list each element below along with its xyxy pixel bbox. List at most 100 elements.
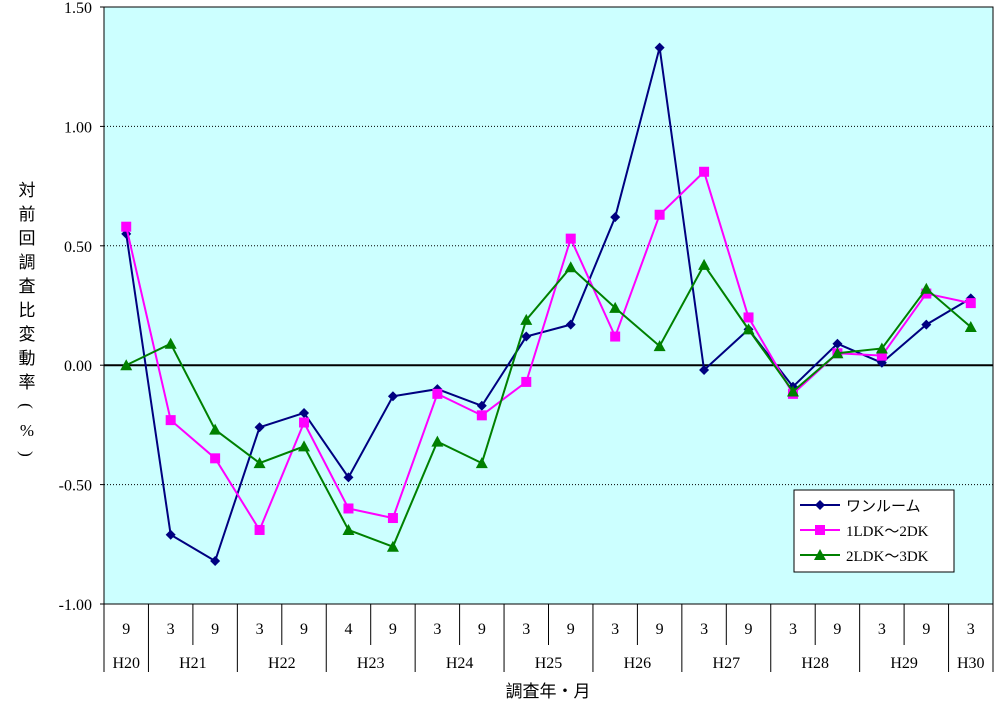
legend-swatch-marker [814, 549, 826, 560]
data-point [432, 388, 443, 399]
y-axis-label-char: 動 [19, 349, 36, 368]
data-point [298, 440, 311, 452]
x-tick-year: H20 [112, 655, 140, 672]
data-point [120, 359, 133, 371]
data-point [921, 319, 932, 330]
x-tick-month: 9 [211, 621, 219, 638]
data-point [831, 347, 844, 359]
x-tick-month: 9 [478, 621, 486, 638]
y-axis-label-char: 変 [19, 325, 36, 344]
x-axis-label: 調査年・月 [506, 682, 591, 701]
data-point [164, 337, 177, 349]
x-tick-month: 9 [656, 621, 664, 638]
x-tick-month: 3 [167, 621, 175, 638]
data-point [699, 364, 710, 375]
data-point [654, 42, 665, 53]
data-point [387, 391, 398, 402]
data-point [165, 529, 176, 540]
x-tick-month: 9 [567, 621, 575, 638]
data-point [521, 376, 532, 387]
x-tick-year: H29 [890, 655, 918, 672]
y-tick-label: -0.50 [59, 478, 92, 495]
data-point [299, 417, 310, 428]
x-tick-month: 9 [300, 621, 308, 638]
x-tick-month: 9 [922, 621, 930, 638]
legend-swatch-marker [815, 525, 825, 535]
x-tick-year: H26 [624, 655, 652, 672]
data-point [698, 258, 711, 270]
data-point [210, 453, 221, 464]
legend-label: 2LDK～3DK [846, 549, 929, 565]
data-point [253, 457, 266, 469]
data-point [209, 423, 222, 435]
data-point [476, 410, 487, 421]
data-point [475, 457, 488, 469]
data-point [742, 323, 755, 335]
y-tick-label: 1.50 [64, 0, 92, 17]
data-point [121, 221, 132, 232]
legend-label: 1LDK～2DK [846, 524, 929, 540]
data-point [653, 340, 666, 352]
data-point [743, 312, 754, 323]
x-tick-year: H28 [801, 655, 829, 672]
y-axis-label-char: 査 [19, 277, 36, 296]
data-point [964, 320, 977, 332]
y-axis-label-char: 比 [19, 301, 36, 320]
data-point [832, 338, 843, 349]
x-tick-month: 3 [789, 621, 797, 638]
data-point [565, 319, 576, 330]
x-tick-month: 4 [344, 621, 352, 638]
x-tick-month: 9 [389, 621, 397, 638]
data-point [165, 415, 176, 426]
y-axis-label-char: 対 [19, 181, 36, 200]
legend-swatch-marker [815, 500, 825, 510]
data-point [343, 472, 354, 483]
data-point [875, 342, 888, 354]
data-point [564, 261, 577, 273]
data-point [965, 298, 976, 309]
data-point [609, 301, 622, 313]
data-point [610, 212, 621, 223]
data-point [254, 524, 265, 535]
y-axis-label-char: 調 [19, 253, 36, 272]
data-point [920, 282, 933, 294]
y-axis-label-char: 前 [19, 205, 36, 224]
x-tick-year: H27 [713, 655, 741, 672]
data-point [654, 209, 665, 220]
data-point [342, 523, 355, 535]
x-tick-month: 3 [256, 621, 264, 638]
x-tick-month: 3 [611, 621, 619, 638]
data-point [431, 435, 444, 447]
x-tick-year: H30 [957, 655, 985, 672]
x-tick-month: 9 [745, 621, 753, 638]
y-tick-label: 0.50 [64, 239, 92, 256]
y-axis-label-char: 率 [19, 373, 36, 392]
y-axis-label-char: ) [17, 451, 36, 457]
x-tick-month: 3 [433, 621, 441, 638]
y-tick-label: 0.00 [64, 358, 92, 375]
legend: ワンルーム 1LDK～2DK 2LDK～3DK [793, 489, 955, 573]
x-tick-month: 9 [122, 621, 130, 638]
data-point [565, 233, 576, 244]
data-point [343, 503, 354, 514]
data-point [699, 166, 710, 177]
x-tick-month: 3 [967, 621, 975, 638]
data-point [786, 385, 799, 397]
x-tick-year: H22 [268, 655, 296, 672]
x-tick-month: 3 [878, 621, 886, 638]
x-tick-year: H25 [535, 655, 563, 672]
x-tick-year: H21 [179, 655, 207, 672]
y-axis-label-char: ( [17, 403, 36, 409]
x-tick-month: 9 [833, 621, 841, 638]
data-point [520, 313, 533, 325]
data-point [876, 350, 887, 361]
data-point [254, 422, 265, 433]
data-point [387, 513, 398, 524]
data-point [210, 556, 221, 567]
y-tick-label: 1.00 [64, 119, 92, 136]
data-point [386, 540, 399, 552]
x-tick-year: H23 [357, 655, 385, 672]
x-tick-year: H24 [446, 655, 474, 672]
data-point [521, 331, 532, 342]
